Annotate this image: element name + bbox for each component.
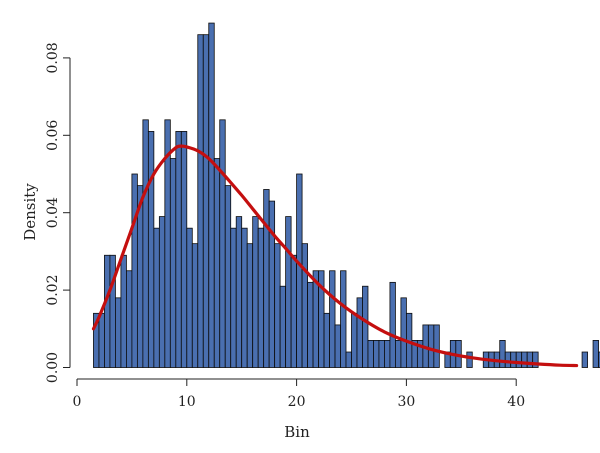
histogram-bar <box>433 324 440 368</box>
histogram-bar <box>126 270 133 368</box>
histogram-bar <box>230 227 237 368</box>
histogram-bar <box>290 254 297 368</box>
histogram-bar <box>208 22 215 368</box>
histogram-bar <box>532 351 539 368</box>
histogram-bar <box>169 158 177 368</box>
y-tick-label: 0.00 <box>45 352 61 383</box>
histogram-bar <box>323 312 330 368</box>
x-tick-label: 40 <box>507 394 525 410</box>
histogram-bar <box>351 312 358 368</box>
y-tick-label: 0.08 <box>45 42 61 73</box>
histogram-bar <box>279 285 287 368</box>
histogram-bar <box>175 131 182 368</box>
histogram-bar <box>296 173 303 368</box>
histogram-bar <box>598 351 600 368</box>
histogram-bar <box>153 227 160 368</box>
histogram-bar <box>301 243 308 368</box>
histogram-bar <box>147 131 155 368</box>
histogram-bar <box>362 285 369 368</box>
histogram-bar <box>334 324 341 368</box>
histogram-bar <box>504 351 512 368</box>
histogram-bar <box>104 254 111 368</box>
y-tick-label: 0.06 <box>45 120 61 151</box>
histogram-bar <box>384 340 391 368</box>
density-curve <box>91 144 579 368</box>
histogram-bars <box>93 22 600 368</box>
histogram-bar <box>389 281 396 368</box>
histogram-bar <box>345 351 352 368</box>
histogram-bar <box>329 270 336 368</box>
histogram-bar <box>186 227 193 368</box>
histogram-bar <box>307 281 314 368</box>
histogram-bar <box>98 312 105 368</box>
histogram-bar <box>241 227 248 368</box>
histogram-bar <box>510 351 517 368</box>
histogram-bar <box>373 340 380 368</box>
x-tick-label: 30 <box>397 394 415 410</box>
histogram-bar <box>499 340 506 368</box>
histogram-bar <box>224 185 232 368</box>
histogram-bar <box>235 216 243 368</box>
x-tick-label: 10 <box>178 394 196 410</box>
histogram-bar <box>367 340 374 368</box>
histogram-bar <box>466 351 473 368</box>
histogram-bar <box>274 243 281 368</box>
histogram-bar <box>515 351 523 368</box>
histogram-bar <box>340 270 347 368</box>
histogram-bar <box>427 324 435 368</box>
histogram-bar <box>109 254 116 368</box>
x-axis: 0 10 20 30 40 <box>73 378 525 410</box>
histogram-bar <box>202 34 210 368</box>
y-tick-label: 0.04 <box>45 197 61 228</box>
histogram-bar <box>400 297 407 368</box>
histogram-bar <box>592 340 599 368</box>
x-tick-label: 20 <box>288 394 306 410</box>
histogram-bar <box>257 227 265 368</box>
histogram-bar <box>219 119 226 368</box>
histogram-bar <box>285 216 292 368</box>
histogram-bar <box>581 351 588 368</box>
histogram-bar <box>268 200 276 368</box>
histogram-bar <box>213 158 221 368</box>
histogram-bar <box>263 189 270 368</box>
histogram-bar <box>180 131 188 368</box>
histogram-bar <box>252 216 259 368</box>
histogram-bar <box>395 340 402 368</box>
histogram-bar <box>142 119 149 368</box>
y-axis: 0.00 0.02 0.04 0.06 0.08 <box>45 42 71 383</box>
histogram-bar <box>521 351 528 368</box>
histogram-bar <box>115 297 122 368</box>
histogram-bar <box>378 340 385 368</box>
histogram-bar <box>131 173 138 368</box>
histogram-bar <box>197 34 204 368</box>
histogram-bar <box>120 254 127 368</box>
y-tick-label: 0.02 <box>45 275 61 306</box>
x-tick-label: 0 <box>73 394 82 410</box>
histogram-bar <box>191 243 199 368</box>
histogram-bar <box>356 297 363 368</box>
y-axis-label: Density <box>21 183 39 241</box>
histogram-bar <box>246 243 254 368</box>
x-axis-label: Bin <box>284 423 310 441</box>
histogram-bar <box>158 216 166 368</box>
